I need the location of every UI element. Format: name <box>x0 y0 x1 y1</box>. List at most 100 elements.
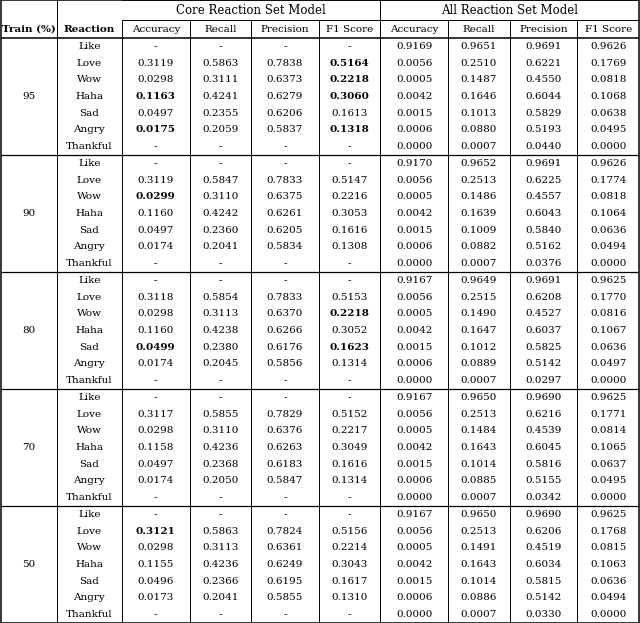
Text: Wow: Wow <box>77 426 102 435</box>
Text: 0.0298: 0.0298 <box>138 309 174 318</box>
Text: 0.0056: 0.0056 <box>396 59 433 67</box>
Text: 0.0042: 0.0042 <box>396 443 433 452</box>
Text: 0.6045: 0.6045 <box>525 443 562 452</box>
Text: Sad: Sad <box>79 460 99 468</box>
Text: 0.6176: 0.6176 <box>267 343 303 352</box>
Text: -: - <box>154 259 157 268</box>
Text: 0.5156: 0.5156 <box>332 526 368 536</box>
Text: 0.0056: 0.0056 <box>396 176 433 184</box>
Text: 0.6221: 0.6221 <box>525 59 562 67</box>
Text: 0.9625: 0.9625 <box>590 276 627 285</box>
Text: 0.6375: 0.6375 <box>267 193 303 201</box>
Text: 0.0000: 0.0000 <box>590 142 627 151</box>
Text: 0.2050: 0.2050 <box>202 477 239 485</box>
Text: 0.1486: 0.1486 <box>461 193 497 201</box>
Text: 0.0494: 0.0494 <box>590 242 627 252</box>
Text: 0.9690: 0.9690 <box>525 510 562 519</box>
Text: -: - <box>154 159 157 168</box>
Text: 0.0499: 0.0499 <box>136 343 175 352</box>
Text: Like: Like <box>78 393 100 402</box>
Text: 0.0015: 0.0015 <box>396 109 433 118</box>
Text: Thankful: Thankful <box>66 259 113 268</box>
Text: 0.0006: 0.0006 <box>396 242 433 252</box>
Text: 0.0882: 0.0882 <box>461 242 497 252</box>
Text: 0.1067: 0.1067 <box>590 326 627 335</box>
Text: 0.0885: 0.0885 <box>461 477 497 485</box>
Text: 0.6249: 0.6249 <box>267 560 303 569</box>
Text: 0.0638: 0.0638 <box>590 109 627 118</box>
Text: 0.0175: 0.0175 <box>136 125 176 135</box>
Text: 0.9651: 0.9651 <box>461 42 497 51</box>
Text: -: - <box>348 610 351 619</box>
Text: 0.0042: 0.0042 <box>396 560 433 569</box>
Text: 0.0494: 0.0494 <box>590 594 627 602</box>
Text: 0.5152: 0.5152 <box>332 409 368 419</box>
Text: -: - <box>348 510 351 519</box>
Text: Thankful: Thankful <box>66 376 113 385</box>
Text: 0.5837: 0.5837 <box>267 125 303 135</box>
Text: 0.0015: 0.0015 <box>396 460 433 468</box>
Text: 0.0440: 0.0440 <box>525 142 562 151</box>
Text: -: - <box>284 493 287 502</box>
Text: 0.1308: 0.1308 <box>332 242 368 252</box>
Text: -: - <box>284 610 287 619</box>
Text: -: - <box>348 42 351 51</box>
Text: 0.3043: 0.3043 <box>332 560 368 569</box>
Text: 0.1314: 0.1314 <box>332 477 368 485</box>
Text: 0.5863: 0.5863 <box>202 59 239 67</box>
Text: 0.5142: 0.5142 <box>525 594 562 602</box>
Text: Love: Love <box>77 176 102 184</box>
Text: 0.1160: 0.1160 <box>138 209 174 218</box>
Text: 0.1009: 0.1009 <box>461 226 497 235</box>
Text: -: - <box>284 276 287 285</box>
Text: 0.2360: 0.2360 <box>202 226 239 235</box>
Text: 0.0006: 0.0006 <box>396 594 433 602</box>
Text: 0.0497: 0.0497 <box>590 359 627 368</box>
Text: 0.6266: 0.6266 <box>267 326 303 335</box>
Text: 0.1771: 0.1771 <box>590 409 627 419</box>
Text: 0.9691: 0.9691 <box>525 42 562 51</box>
Text: 0.2214: 0.2214 <box>332 543 368 552</box>
Text: -: - <box>154 376 157 385</box>
Text: 0.9652: 0.9652 <box>461 159 497 168</box>
Text: 0.0342: 0.0342 <box>525 493 562 502</box>
Text: 0.9650: 0.9650 <box>461 510 497 519</box>
Text: 0.9169: 0.9169 <box>396 42 433 51</box>
Text: F1 Score: F1 Score <box>326 24 373 34</box>
Text: 0.5815: 0.5815 <box>525 577 562 586</box>
Text: 0.1616: 0.1616 <box>332 226 368 235</box>
Text: 0.1014: 0.1014 <box>461 577 497 586</box>
Text: 0.0000: 0.0000 <box>396 142 433 151</box>
Text: 0.0000: 0.0000 <box>396 610 433 619</box>
Text: -: - <box>219 610 222 619</box>
Text: 0.0007: 0.0007 <box>461 142 497 151</box>
Text: 0.0000: 0.0000 <box>396 376 433 385</box>
Text: 0.3111: 0.3111 <box>202 75 239 84</box>
Text: -: - <box>154 393 157 402</box>
Text: Thankful: Thankful <box>66 142 113 151</box>
Text: 0.6370: 0.6370 <box>267 309 303 318</box>
Text: 0.0636: 0.0636 <box>590 343 627 352</box>
Text: -: - <box>219 493 222 502</box>
Text: 0.6195: 0.6195 <box>267 577 303 586</box>
Text: 0.4527: 0.4527 <box>525 309 562 318</box>
Text: 0.0298: 0.0298 <box>138 543 174 552</box>
Text: 0.4557: 0.4557 <box>525 193 562 201</box>
Text: 0.1064: 0.1064 <box>590 209 627 218</box>
Text: 0.5142: 0.5142 <box>525 359 562 368</box>
Text: 0.5847: 0.5847 <box>267 477 303 485</box>
Text: -: - <box>219 376 222 385</box>
Text: 0.0496: 0.0496 <box>138 577 174 586</box>
Text: 0.1314: 0.1314 <box>332 359 368 368</box>
Text: 0.0298: 0.0298 <box>138 426 174 435</box>
Text: Angry: Angry <box>74 594 105 602</box>
Text: F1 Score: F1 Score <box>584 24 632 34</box>
Text: 0.3118: 0.3118 <box>138 293 174 302</box>
Text: 0.1155: 0.1155 <box>138 560 174 569</box>
Text: 0.9626: 0.9626 <box>590 42 627 51</box>
Text: 0.6037: 0.6037 <box>525 326 562 335</box>
Text: 0.2217: 0.2217 <box>332 426 368 435</box>
Text: 0.0042: 0.0042 <box>396 326 433 335</box>
Text: 0.0818: 0.0818 <box>590 75 627 84</box>
Text: 0.1643: 0.1643 <box>461 560 497 569</box>
